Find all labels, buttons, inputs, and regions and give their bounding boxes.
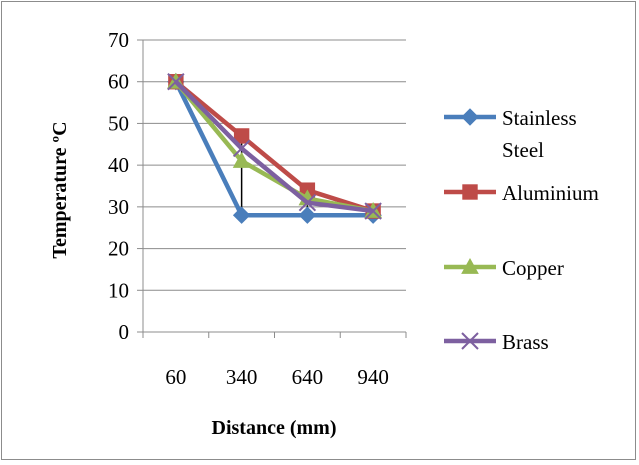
- legend-item: Aluminium: [444, 181, 599, 205]
- y-tick-label: 50: [108, 111, 129, 135]
- y-axis-title-text: Temperature: [49, 142, 71, 258]
- x-tick-labels: 60 340 640 940: [165, 365, 389, 389]
- y-tick-label: 40: [108, 153, 129, 177]
- legend-item: Stainless Steel: [444, 106, 577, 162]
- x-marker: [364, 202, 382, 220]
- square-marker: [233, 128, 250, 144]
- series-line: [173, 80, 374, 218]
- legend-label: Copper: [502, 256, 564, 280]
- x-marker: [461, 332, 479, 350]
- legend-label: Aluminium: [502, 181, 599, 205]
- grid-lines: [143, 39, 406, 291]
- x-tick-label: 60: [165, 365, 186, 389]
- y-tick-label: 70: [108, 28, 129, 52]
- series-line: [174, 80, 374, 214]
- legend-item: Brass: [444, 330, 549, 354]
- x-marker: [298, 193, 317, 212]
- y-tick-label: 20: [108, 237, 129, 261]
- diamond-marker: [298, 206, 317, 224]
- y-tick-label: 30: [108, 195, 129, 219]
- series-brass: [167, 73, 382, 220]
- legend-label: Steel: [502, 138, 544, 162]
- triangle-marker: [232, 151, 251, 168]
- y-axis-title-unit: ºC: [49, 121, 71, 142]
- square-marker: [462, 184, 478, 200]
- diamond-marker: [461, 108, 479, 126]
- diamond-marker: [232, 206, 251, 224]
- legend-label: Brass: [502, 330, 549, 354]
- y-tick-label: 0: [119, 320, 130, 344]
- x-marker: [167, 73, 185, 91]
- triangle-marker: [461, 257, 479, 274]
- y-axis-title: Temperature ºC: [49, 121, 71, 258]
- series-line: [174, 79, 374, 214]
- x-marker: [232, 139, 251, 158]
- series-aluminium: [168, 74, 381, 219]
- series-copper: [167, 72, 382, 218]
- axes: [137, 39, 407, 338]
- x-tick-label: 940: [357, 365, 389, 389]
- y-tick-labels: 0 10 20 30 40 50 60 70: [108, 28, 129, 344]
- legend: Stainless Steel Aluminium Copper Brass: [444, 106, 599, 354]
- series-lines: [167, 72, 382, 224]
- x-tick-label: 640: [292, 365, 324, 389]
- series-stainless-steel: [167, 73, 382, 224]
- legend-item: Copper: [444, 256, 564, 280]
- y-tick-label: 10: [108, 278, 129, 302]
- x-tick-label: 340: [226, 365, 258, 389]
- legend-label: Stainless: [502, 106, 577, 130]
- x-axis-title: Distance (mm): [212, 417, 337, 439]
- y-tick-label: 60: [108, 70, 129, 94]
